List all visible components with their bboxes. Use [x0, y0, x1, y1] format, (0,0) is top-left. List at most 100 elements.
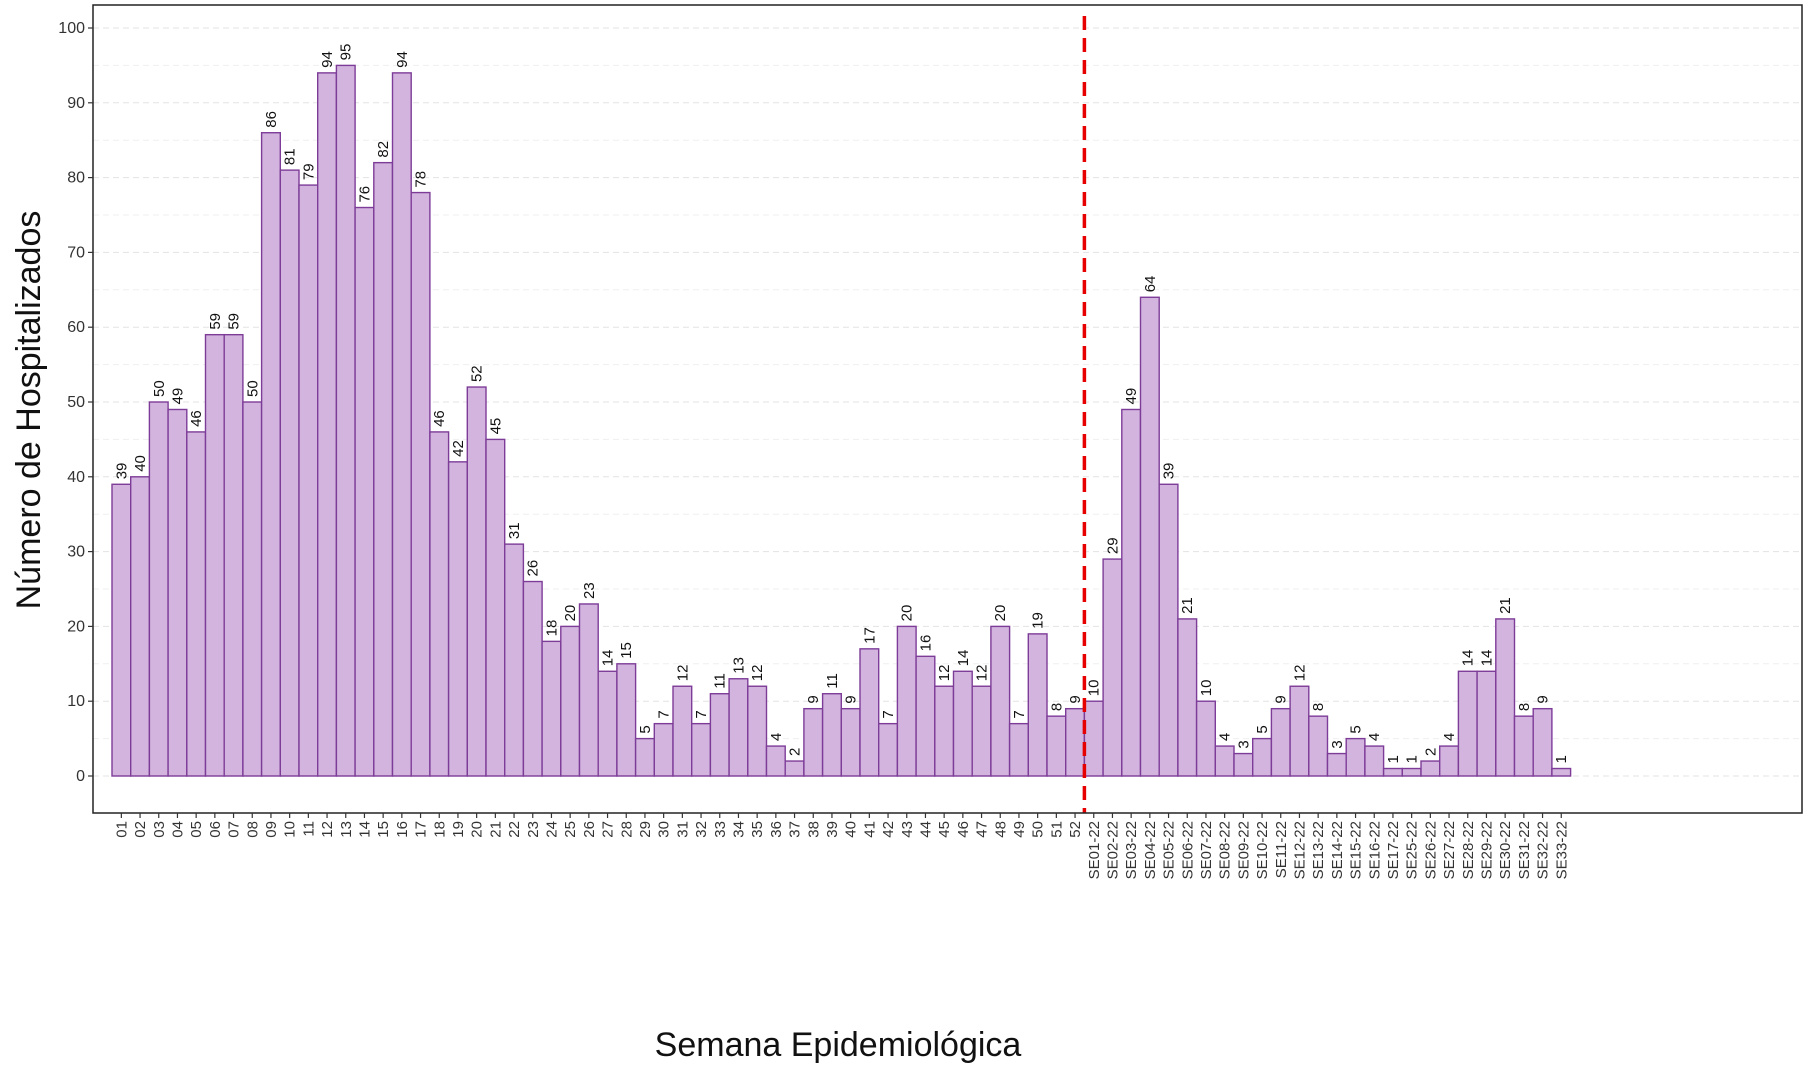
- x-tick-label-07: 07: [226, 821, 243, 838]
- x-tick-label-27: 27: [600, 821, 617, 838]
- y-tick-label: 60: [67, 319, 85, 336]
- x-tick-label-SE10-22: SE10-22: [1254, 821, 1271, 879]
- data-label-SE17-22: 1: [1385, 755, 1402, 763]
- data-label-08: 50: [244, 380, 261, 397]
- data-label-34: 13: [730, 657, 747, 674]
- data-label-19: 42: [450, 440, 467, 457]
- x-tick-label-03: 03: [151, 821, 168, 838]
- data-label-17: 78: [413, 171, 430, 188]
- data-label-SE27-22: 4: [1441, 733, 1458, 741]
- bar-11: [298, 184, 319, 777]
- bar-SE10-22: [1251, 737, 1273, 777]
- data-label-39: 11: [824, 673, 841, 689]
- data-label-12: 94: [319, 51, 336, 68]
- bar-49: [1008, 722, 1029, 777]
- data-label-SE32-22: 9: [1535, 695, 1552, 703]
- bar-13: [335, 64, 356, 777]
- data-label-46: 14: [955, 650, 972, 667]
- data-label-40: 9: [843, 695, 860, 703]
- bar-SE03-22: [1121, 408, 1142, 777]
- bar-03: [148, 401, 169, 777]
- x-tick-label-SE05-22: SE05-22: [1161, 821, 1178, 879]
- x-tick-label-44: 44: [917, 821, 934, 838]
- bar-50: [1027, 633, 1048, 777]
- bar-43: [896, 625, 917, 777]
- bar-10: [279, 169, 300, 777]
- data-label-SE31-22: 8: [1516, 703, 1533, 711]
- x-tick-label-SE33-22: SE33-22: [1553, 821, 1570, 879]
- bars: [111, 64, 1572, 777]
- bar-19: [447, 461, 469, 777]
- y-tick-label: 90: [67, 95, 85, 112]
- data-label-SE06-22: 21: [1179, 597, 1196, 614]
- x-tick-label-50: 50: [1030, 821, 1047, 838]
- x-tick-label-15: 15: [375, 821, 392, 838]
- x-tick-label-41: 41: [861, 821, 878, 838]
- x-tick-label-SE14-22: SE14-22: [1329, 821, 1346, 879]
- bar-36: [765, 745, 786, 777]
- bar-37: [784, 760, 805, 777]
- x-tick-label-SE32-22: SE32-22: [1535, 821, 1552, 879]
- x-tick-label-42: 42: [880, 821, 897, 838]
- x-tick-label-SE17-22: SE17-22: [1385, 821, 1402, 879]
- data-label-42: 7: [880, 710, 897, 718]
- axes: 0 10 20 30 40 50 60 70 80 90 100 01 02 03 04 05 06 07 08 09…: [58, 4, 1803, 879]
- y-tick-label: 20: [67, 618, 85, 635]
- x-tick-label-43: 43: [899, 821, 916, 838]
- bar-SE28-22: [1457, 670, 1478, 777]
- x-tick-label-SE12-22: SE12-22: [1291, 821, 1308, 879]
- data-label-31: 12: [674, 665, 691, 682]
- y-tick-label: 80: [67, 170, 85, 187]
- y-axis-title: Número de Hospitalizados: [10, 211, 48, 610]
- bar-SE08-22: [1214, 745, 1235, 777]
- data-label-SE14-22: 3: [1329, 740, 1346, 748]
- x-tick-label-SE08-22: SE08-22: [1217, 821, 1234, 879]
- bar-35: [747, 685, 768, 777]
- x-tick-label-18: 18: [431, 821, 448, 838]
- data-label-44: 16: [917, 635, 934, 652]
- x-tick-label-16: 16: [394, 821, 411, 838]
- bar-18: [429, 431, 450, 777]
- bar-SE01-22: [1083, 700, 1104, 777]
- x-tick-label-SE01-22: SE01-22: [1086, 821, 1103, 879]
- data-label-04: 49: [169, 388, 186, 405]
- bar-25: [560, 625, 581, 777]
- x-tick-label-52: 52: [1067, 821, 1084, 838]
- data-label-SE03-22: 49: [1123, 388, 1140, 405]
- x-tick-label-SE07-22: SE07-22: [1198, 821, 1215, 879]
- x-tick-label-SE26-22: SE26-22: [1422, 821, 1439, 879]
- x-tick-label-12: 12: [319, 821, 336, 838]
- data-label-SE30-22: 21: [1497, 597, 1514, 614]
- data-label-10: 81: [282, 148, 299, 165]
- x-tick-label-13: 13: [338, 821, 355, 838]
- bar-17: [410, 191, 431, 777]
- data-label-37: 2: [787, 748, 804, 756]
- data-label-SE01-22: 10: [1086, 680, 1103, 697]
- y-tick-label: 10: [67, 693, 85, 710]
- bar-30: [653, 722, 674, 777]
- bar-51: [1046, 715, 1067, 777]
- y-tick-label: 100: [58, 20, 85, 37]
- bar-32: [691, 722, 712, 777]
- y-tick-label: 0: [76, 768, 85, 785]
- bar-SE26-22: [1420, 760, 1441, 777]
- data-label-30: 7: [656, 710, 673, 718]
- x-tick-label-SE06-22: SE06-22: [1179, 821, 1196, 879]
- bar-SE14-22: [1326, 752, 1347, 777]
- x-tick-label-30: 30: [656, 821, 673, 838]
- bar-15: [373, 161, 394, 777]
- x-tick-label-SE25-22: SE25-22: [1404, 821, 1421, 879]
- data-label-11: 79: [300, 163, 317, 180]
- data-label-27: 14: [600, 650, 617, 667]
- data-label-36: 4: [768, 733, 785, 741]
- bar-31: [672, 685, 693, 777]
- x-tick-label-47: 47: [974, 821, 991, 838]
- x-tick-label-36: 36: [768, 821, 785, 838]
- x-tick-label-09: 09: [263, 821, 280, 838]
- x-axis-title: Semana Epidemiológica: [655, 1026, 1022, 1064]
- bar-24: [541, 640, 562, 777]
- data-label-SE29-22: 14: [1478, 650, 1495, 667]
- bar-26: [578, 603, 599, 777]
- data-label-43: 20: [899, 605, 916, 622]
